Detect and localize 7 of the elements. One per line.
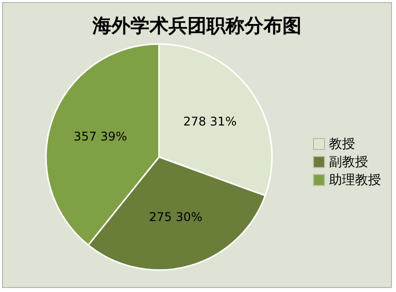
data-label: 357 39% — [74, 129, 128, 144]
chart-title: 海外学术兵团职称分布图 — [91, 14, 302, 39]
data-label: 278 31% — [183, 114, 237, 128]
slice-label: 教授 — [329, 136, 355, 153]
legend-label: 助理教授 — [329, 172, 381, 189]
legend-label: 副教授 — [329, 154, 368, 171]
data-label: 275 30% — [149, 210, 202, 224]
